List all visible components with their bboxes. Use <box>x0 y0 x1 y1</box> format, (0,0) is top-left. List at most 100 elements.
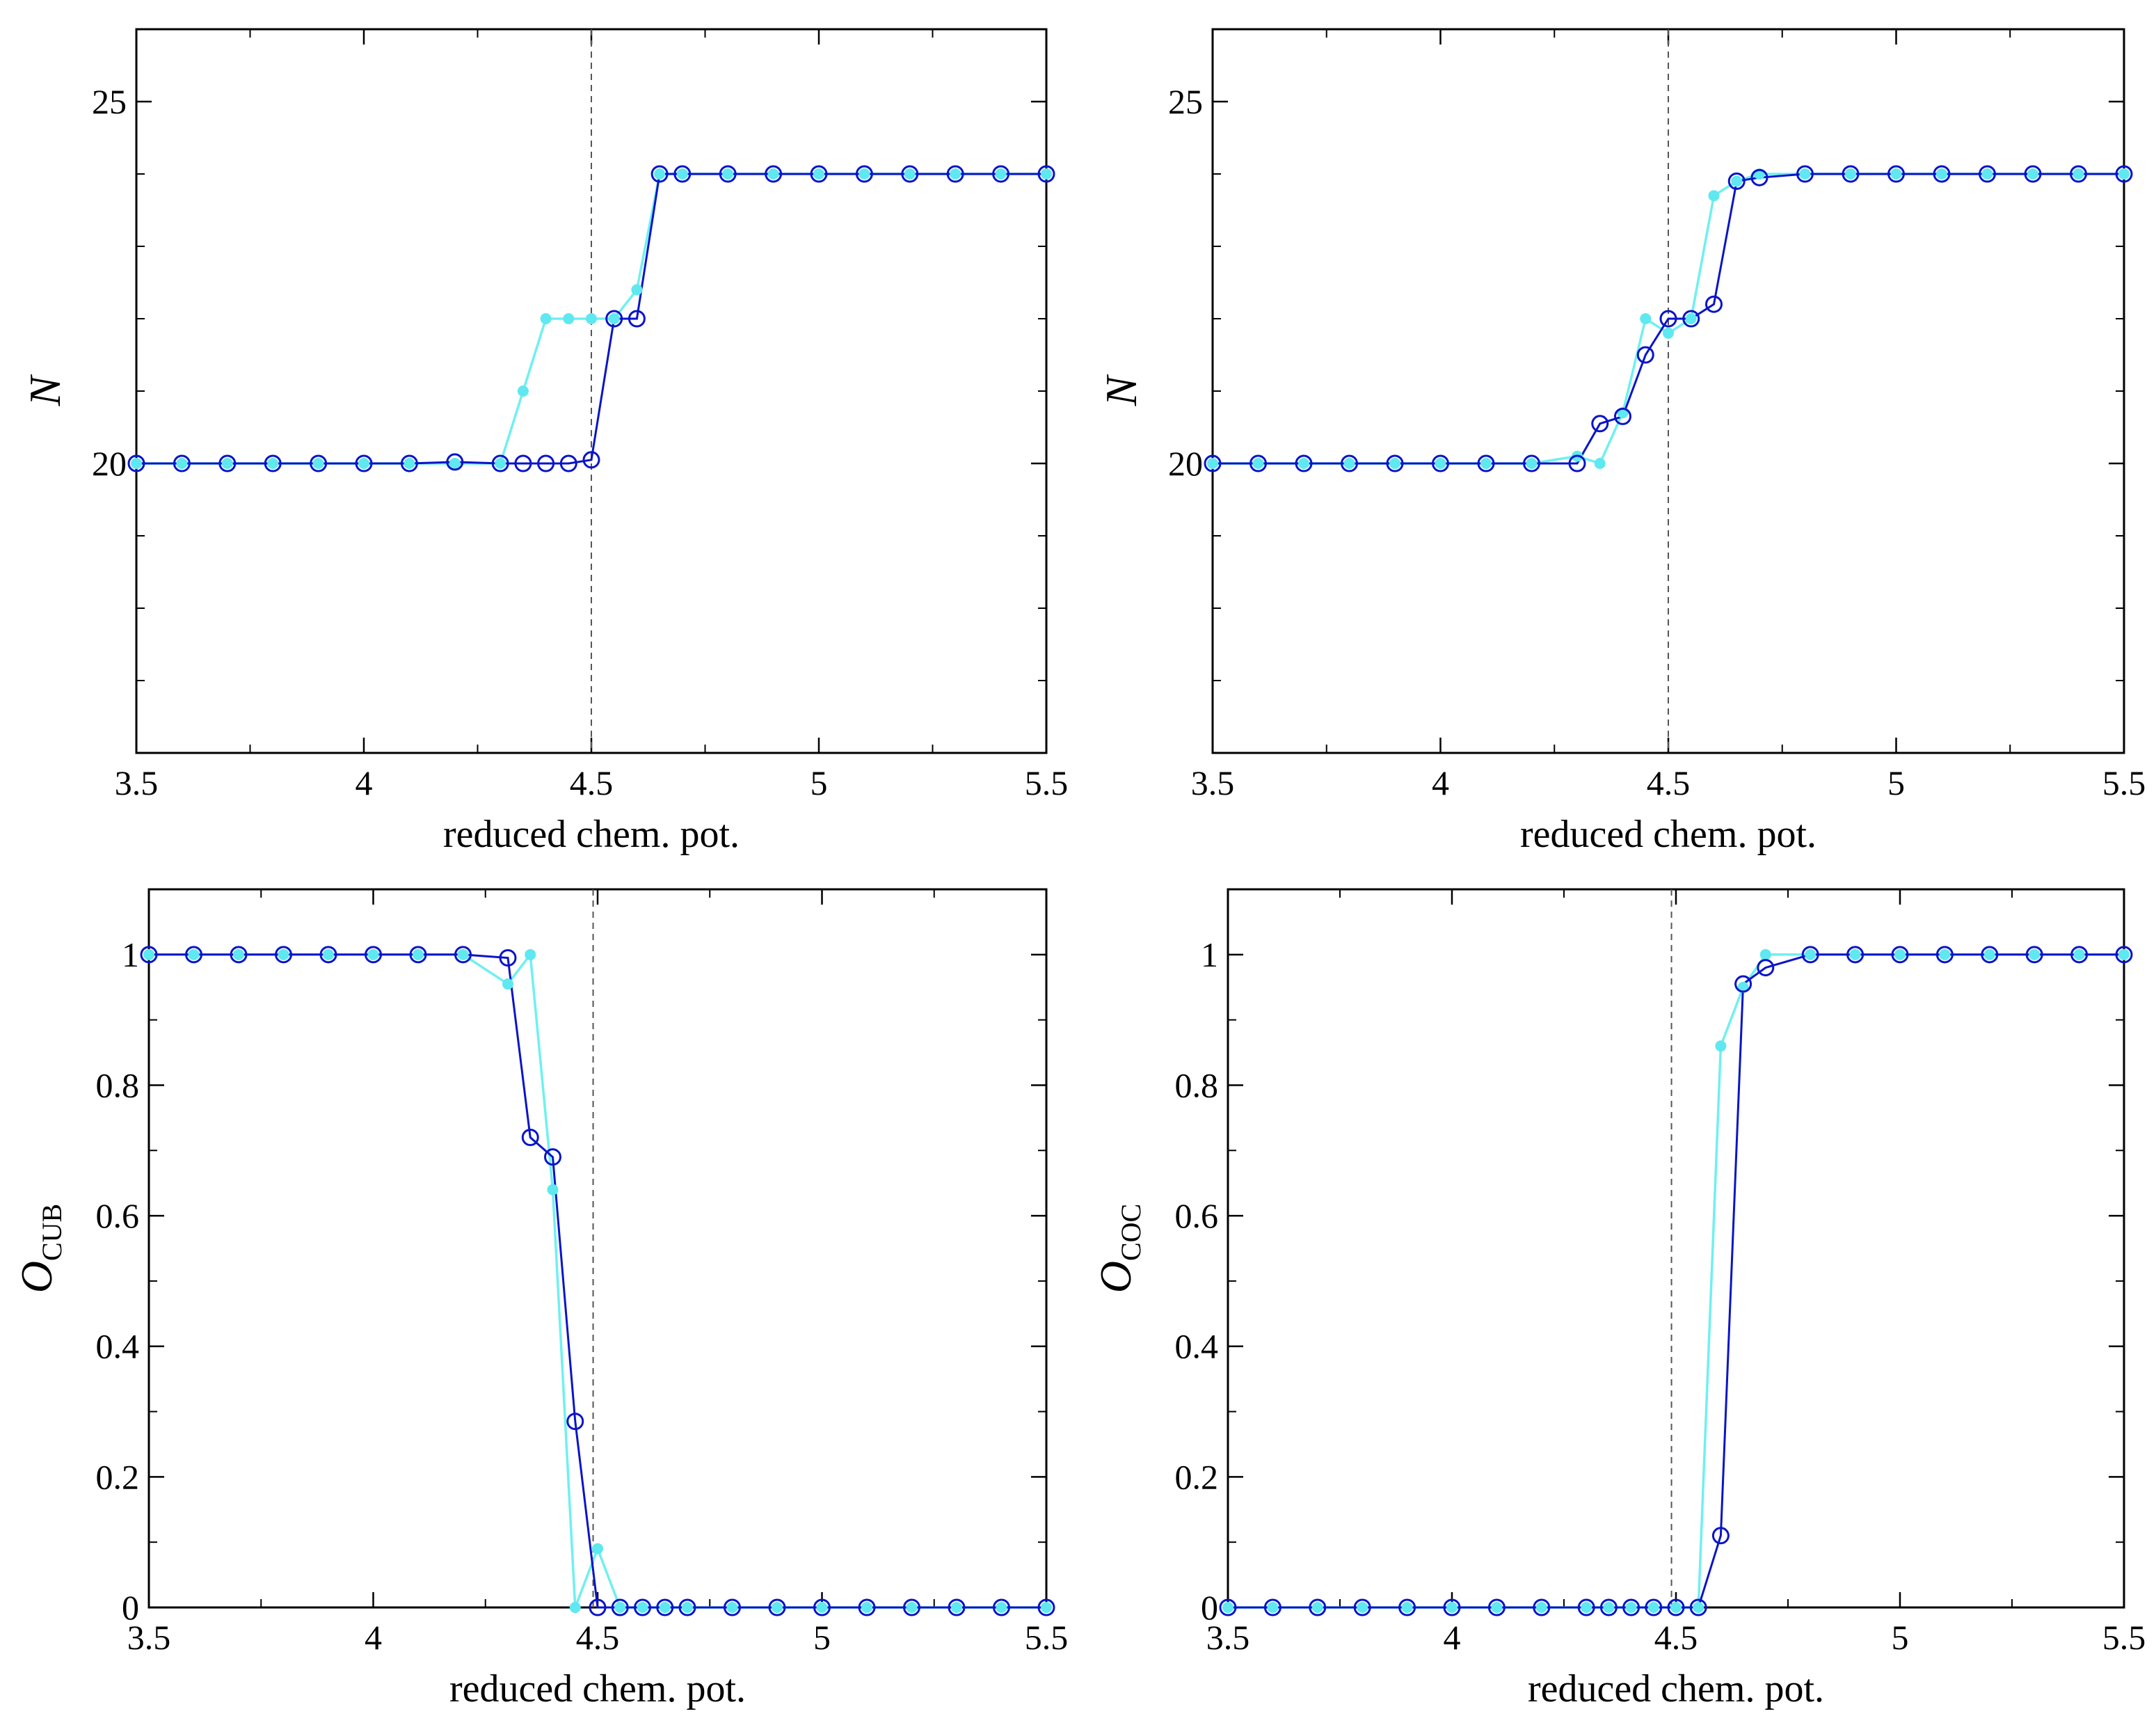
series-dark-point <box>634 1598 651 1616</box>
series-light-point <box>267 458 279 469</box>
x-axis-title: reduced chem. pot. <box>1520 813 1816 856</box>
y-tick-label: 0 <box>122 1588 139 1627</box>
series-light-point <box>1435 458 1446 469</box>
chart-panel-top-left: 3.5 4 4.5 5 5.5 20 25 reduced chem. pot. N <box>20 28 1069 856</box>
series-dark-point <box>1204 454 1222 472</box>
x-tick-label: 5.5 <box>1025 1618 1069 1657</box>
series-light-point <box>188 948 200 960</box>
series-light-point <box>1759 948 1771 960</box>
series-light-point <box>592 1543 603 1555</box>
x-tick-label: 4 <box>1432 763 1449 802</box>
series-light-point <box>1663 327 1674 339</box>
series-dark-point <box>1981 946 1999 964</box>
x-axis-title: reduced chem. pot. <box>443 813 740 856</box>
series-dark-point <box>855 165 873 183</box>
series-dark-point <box>1341 454 1358 472</box>
series-light-point <box>1715 1040 1727 1052</box>
series-light-point <box>457 948 469 960</box>
x-tick-label: 5.5 <box>2102 1618 2146 1657</box>
series-light-point <box>1311 1602 1323 1613</box>
series-dark-point <box>566 1413 584 1431</box>
series-light-point <box>1041 168 1052 180</box>
series-light-point <box>2027 168 2038 180</box>
series-light-point <box>1389 458 1400 469</box>
series-dark-point <box>2115 165 2133 183</box>
series-dark-point <box>491 454 509 472</box>
series-dark-point <box>810 165 828 183</box>
series-dark-point <box>993 1598 1010 1616</box>
series-light-point <box>1939 948 1951 960</box>
series-dark-point <box>559 454 577 472</box>
series-dark-point <box>127 454 145 472</box>
y-axis-title-main: N <box>1096 374 1146 406</box>
series-dark-point <box>140 946 158 964</box>
series-dark-point <box>678 1598 696 1616</box>
series-dark-point <box>1933 165 1951 183</box>
series-dark-point <box>1577 1598 1595 1616</box>
series-light-point <box>1491 1602 1503 1613</box>
series-dark-point <box>589 1598 607 1616</box>
series-dark-line <box>149 953 1046 1609</box>
series-dark-point <box>946 165 964 183</box>
series-light-point <box>608 313 620 324</box>
x-tick-label: 3.5 <box>1191 763 1235 802</box>
series-light-point <box>1981 168 1993 180</box>
series-dark-point <box>858 1598 876 1616</box>
series-dark-point <box>2070 165 2087 183</box>
series-light-point <box>1890 168 1902 180</box>
series-light-point <box>676 168 688 180</box>
series-light-point <box>654 168 666 180</box>
series-dark-point <box>514 454 532 472</box>
series-light-point <box>413 948 424 960</box>
x-tick-label: 5.5 <box>2102 763 2146 802</box>
series-dark-line <box>1228 953 2124 1609</box>
series-dark-point <box>1979 165 1996 183</box>
series-dark-point <box>1689 1598 1707 1616</box>
y-tick-label: 0.4 <box>1175 1327 1219 1366</box>
y-axis-title: OCOC <box>1091 1204 1147 1293</box>
series-dark-point <box>1263 1598 1281 1616</box>
x-tick-label: 5 <box>1892 1618 1909 1657</box>
series-dark-point <box>185 946 202 964</box>
series-light-point <box>1581 1602 1592 1613</box>
x-tick-label: 4 <box>356 763 373 802</box>
series-dark-point <box>1037 165 1055 183</box>
series-light-point <box>904 168 916 180</box>
y-tick-label: 0.8 <box>1175 1065 1219 1104</box>
series-dark-point <box>409 946 427 964</box>
y-axis-title-subscript: CUB <box>36 1204 67 1261</box>
x-tick-label: 3.5 <box>1206 1618 1250 1657</box>
x-axis-title: reduced chem. pot. <box>449 1667 746 1710</box>
series-dark-point <box>537 454 555 472</box>
series-dark-point <box>454 946 472 964</box>
series-light-point <box>358 458 369 469</box>
y-tick-label: 25 <box>92 82 127 121</box>
series-light-point <box>449 458 461 469</box>
series-light-point <box>143 948 154 960</box>
y-tick-label: 0.4 <box>96 1327 140 1366</box>
x-tick-label: 4.5 <box>570 763 614 802</box>
series-dark-point <box>1432 454 1449 472</box>
series-light-point <box>1640 313 1652 324</box>
x-tick-label: 4 <box>365 1618 382 1657</box>
series-light-point <box>1805 948 1816 960</box>
x-tick-label: 4 <box>1444 1618 1461 1657</box>
series-dark-point <box>1599 1598 1618 1616</box>
series-light-point <box>312 458 324 469</box>
x-tick-label: 3.5 <box>115 763 159 802</box>
series-dark-point <box>1705 295 1723 313</box>
x-tick-label: 5.5 <box>1025 763 1069 802</box>
series-dark-point <box>1309 1598 1327 1616</box>
series-dark-point <box>719 165 737 183</box>
series-light-point <box>1894 948 1906 960</box>
series-light-point <box>2029 948 2041 960</box>
series-dark-point <box>521 1129 539 1147</box>
series-dark-point <box>1801 946 1819 964</box>
series-light-point <box>772 1602 783 1613</box>
series-light-point <box>586 313 597 324</box>
series-dark-point <box>901 165 919 183</box>
y-axis-title: OCUB <box>12 1204 67 1293</box>
y-tick-label: 0.6 <box>96 1196 140 1235</box>
y-axis-title-subscript: COC <box>1115 1204 1147 1261</box>
series-light-point <box>1731 175 1743 187</box>
